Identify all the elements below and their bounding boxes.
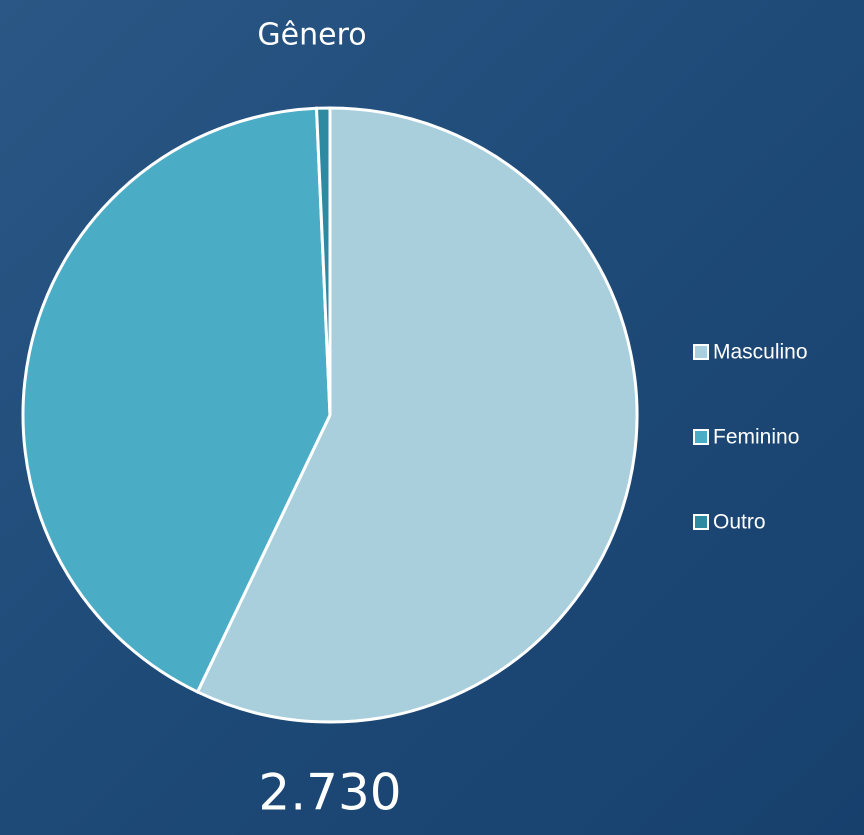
legend-swatch xyxy=(693,344,709,360)
chart-title: Gênero xyxy=(257,18,366,53)
legend-swatch xyxy=(693,429,709,445)
legend-label: Outro xyxy=(713,511,766,534)
pie-slice xyxy=(314,106,332,416)
legend-label: Feminino xyxy=(713,426,799,449)
legend-label: Masculino xyxy=(713,341,808,364)
legend-swatch xyxy=(693,514,709,530)
total-label: 2.730 xyxy=(258,764,401,822)
pie-slice xyxy=(195,106,639,724)
pie-slice xyxy=(21,106,332,694)
